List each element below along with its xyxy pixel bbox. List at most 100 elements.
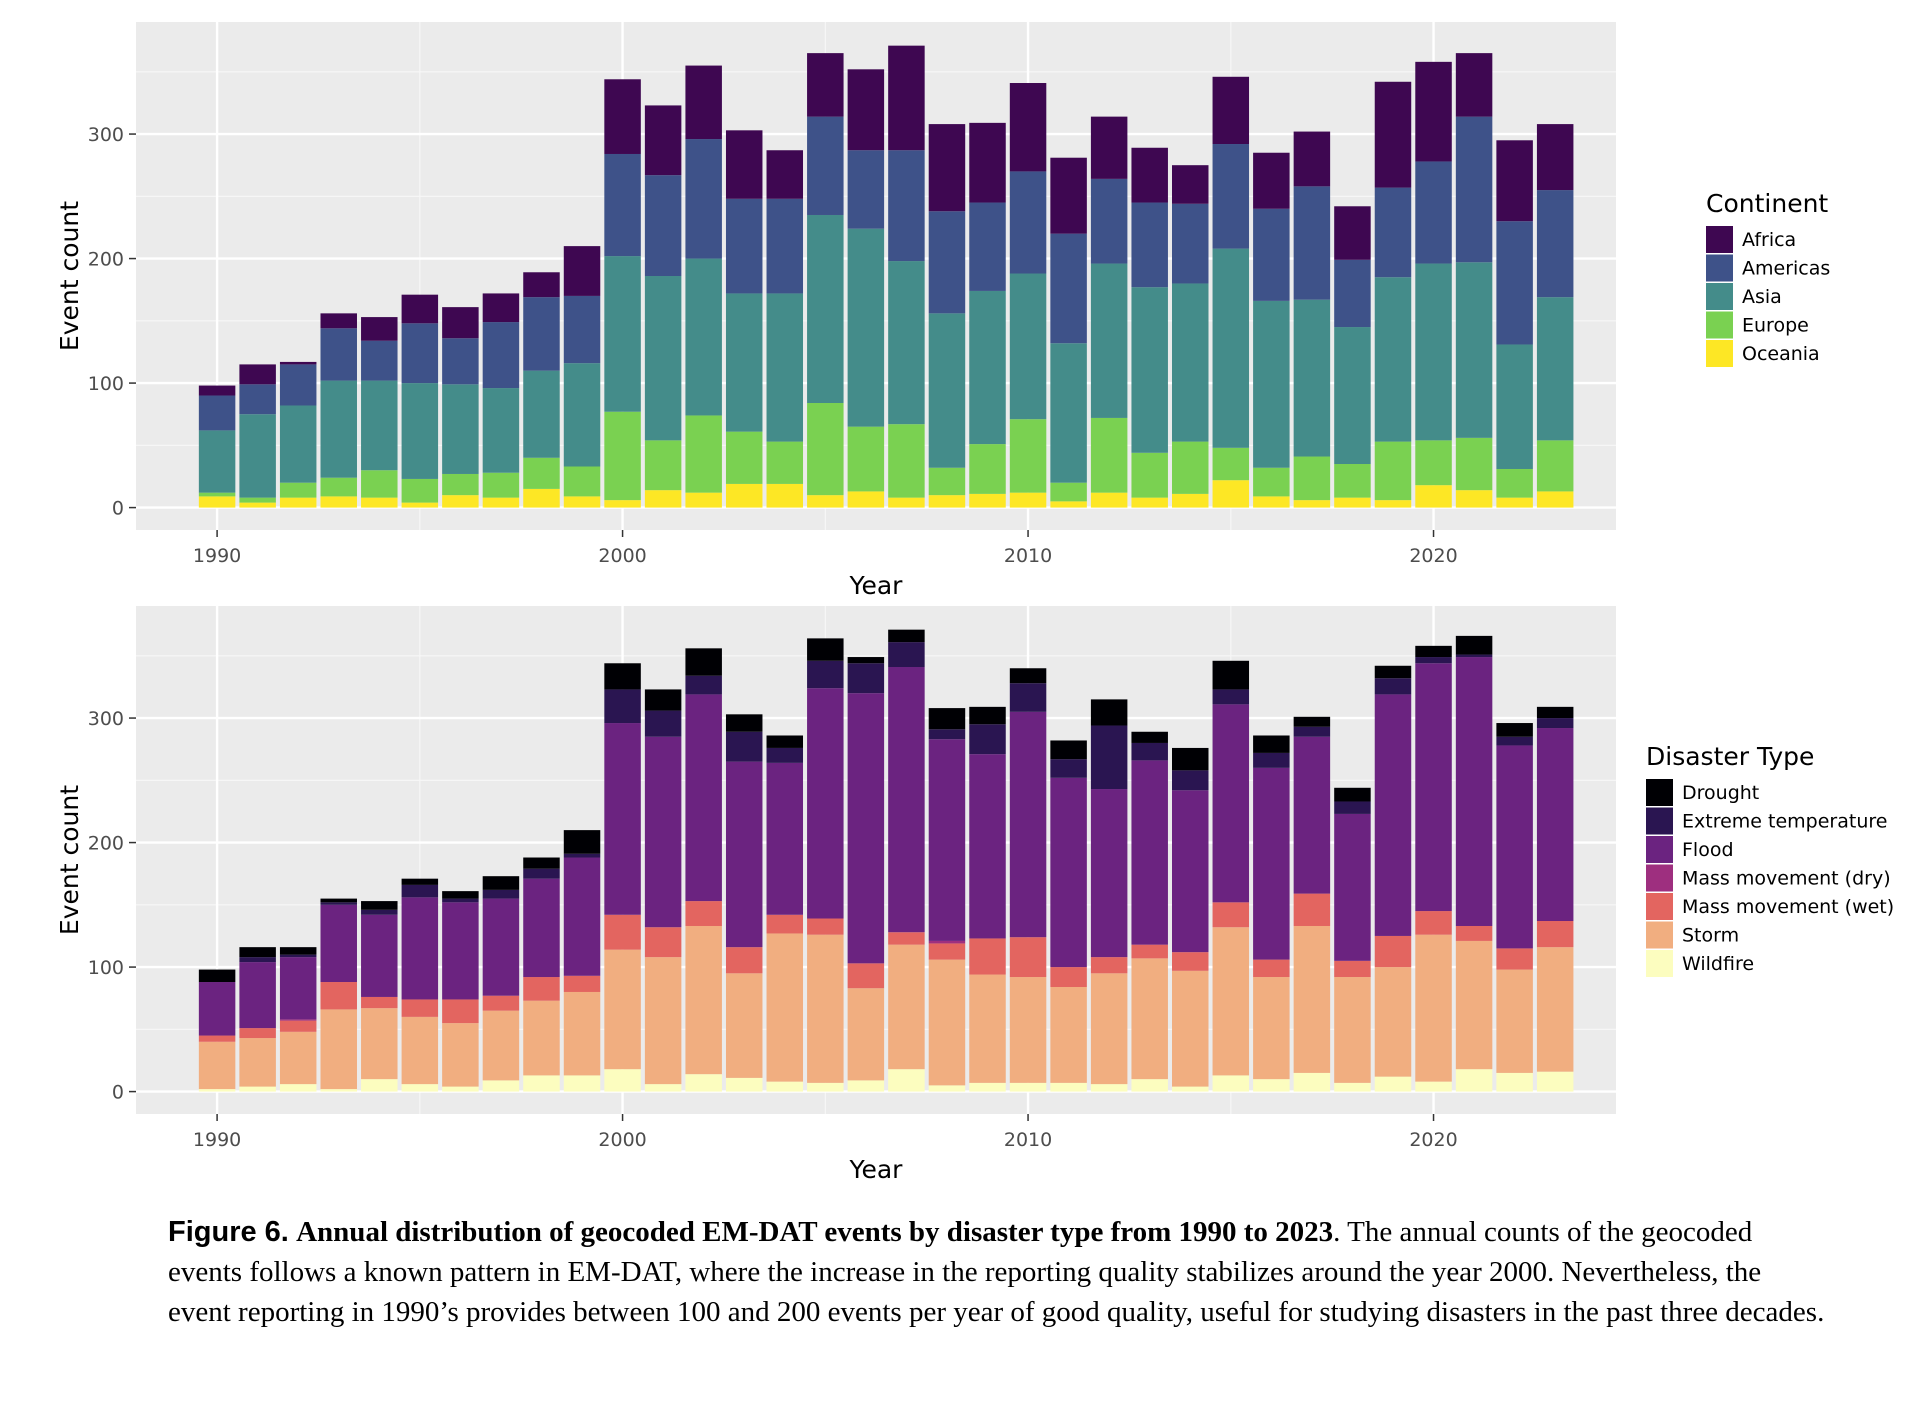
bar-segment [523,297,560,371]
bar-segment [320,898,357,903]
bar-segment [442,338,479,385]
x-tick-label: 1990 [193,545,241,567]
bar-segment [1253,152,1290,209]
bar-segment [888,667,925,933]
bar-segment [1253,1079,1290,1092]
bar-segment [766,933,804,1082]
bar-segment [644,689,682,711]
bar-segment [1455,1069,1493,1092]
bar-segment [604,153,641,257]
chart-panel-2: 0 100 200 300 1990 2000 2010 2020 Year Event coun… [55,606,1894,1184]
bar-segment [320,380,357,478]
y-tick-label: 200 [88,249,124,271]
bar-segment [442,902,479,1000]
bar-segment [361,996,398,1009]
bar-segment [361,901,398,910]
bar-segment [320,902,357,905]
bar-segment [239,414,276,498]
bar-segment [1293,456,1331,501]
bar-segment [847,657,885,664]
bar-segment [279,364,317,406]
bar-segment [1172,165,1209,204]
legend: Disaster Type Drought Extreme temperature F… [1646,742,1894,977]
bar-segment [725,293,763,432]
bar-segment [1334,259,1371,328]
figure: 0 100 200 300 1990 2000 2010 2020 Year Event coun… [55,22,1894,1184]
bar-segment [766,747,804,763]
bar-segment [1212,144,1250,249]
legend: Continent Africa Americas Asia Europe Oceania [1706,189,1830,367]
bar-segment [807,660,844,689]
legend-swatch [1646,836,1673,863]
bar-segment [361,1008,398,1080]
legend-label: Extreme temperature [1682,811,1887,833]
bar-segment [725,761,763,948]
bar-segment [1131,497,1168,508]
bar-segment [685,492,722,508]
bar-segment [604,663,641,690]
bar-segment [279,1084,317,1092]
bar-segment [482,995,520,1011]
bar-segment [1172,1086,1209,1092]
bar-segment [1536,491,1574,508]
bar-segment [766,1081,804,1092]
y-axis-title: Event count [55,201,84,351]
x-axis-title: Year [849,571,904,600]
bar-segment [766,293,804,442]
bar-segment [320,328,357,381]
bar-segment [482,388,520,473]
bar-segment [1131,287,1168,453]
bar-segment [644,1084,682,1092]
legend-label: Europe [1742,315,1809,337]
bar-segment [198,395,236,431]
bar-segment [1212,447,1250,481]
bar-segment [1050,759,1087,778]
bar-segment [1212,480,1250,508]
bar-segment [1172,203,1209,284]
bar-segment [239,497,276,503]
bar-segment [1536,297,1574,441]
y-tick-label: 300 [88,708,124,730]
bar-segment [604,1069,641,1092]
bar-segment [807,495,844,508]
bar-segment [1253,467,1290,497]
bar-segment [847,228,885,427]
bar-segment [1253,752,1290,768]
bar-segment [766,150,804,199]
bar-segment [807,214,844,403]
bar-segment [969,974,1006,1083]
bar-segment [279,954,317,958]
bar-segment [563,466,601,497]
bar-segment [685,139,722,259]
bar-segment [1536,947,1574,1072]
legend-label: Flood [1682,839,1734,861]
bar-segment [969,724,1006,755]
bar-segment [644,490,682,508]
x-tick-label: 2020 [1409,1129,1457,1151]
bar-segment [1090,492,1128,508]
legend-label: Wildfire [1682,953,1754,975]
bar-segment [847,1080,885,1092]
bar-segment [928,739,966,941]
bar-segment [1455,654,1493,658]
bar-segment [523,868,560,879]
bar-segment [279,947,317,955]
bar-segment [604,500,641,508]
bar-segment [1253,208,1290,301]
x-tick-label: 2020 [1409,545,1457,567]
bar-segment [1253,496,1290,508]
bar-segment [1293,299,1331,457]
bar-segment [563,975,601,992]
bar-segment [1293,726,1331,737]
bar-segment [1090,1084,1128,1092]
bar-segment [1293,500,1331,508]
legend-label: Asia [1742,286,1782,308]
y-tick-label: 100 [88,373,124,395]
bar-segment [198,385,236,396]
bar-segment [847,693,885,964]
bar-segment [482,1010,520,1081]
bar-segment [969,1082,1006,1092]
bar-segment [847,150,885,229]
bar-segment [1293,131,1331,187]
